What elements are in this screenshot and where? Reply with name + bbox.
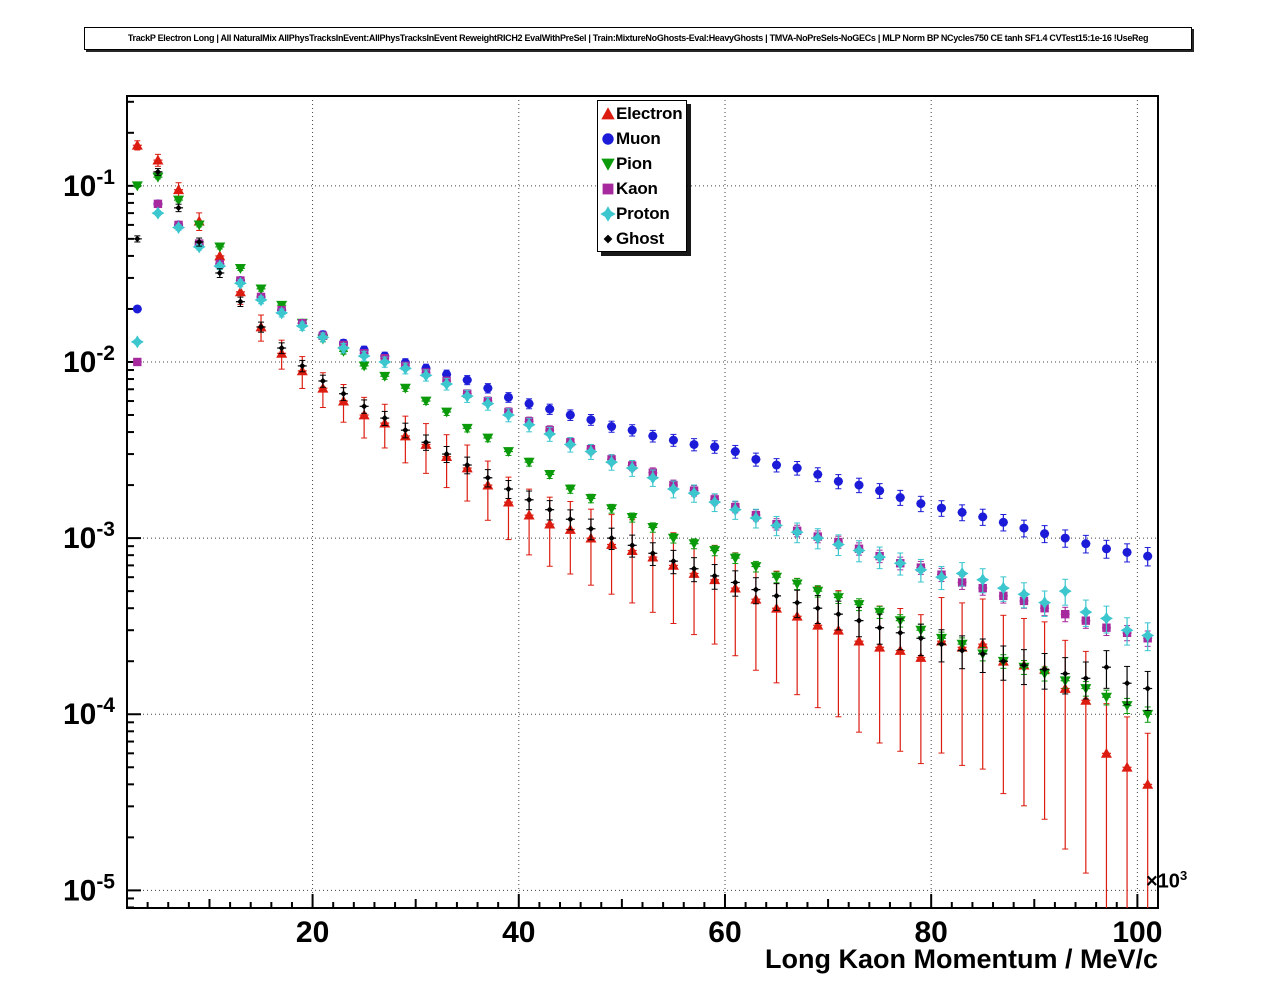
series-kaon [132, 199, 1153, 647]
x-tick-label: 80 [914, 916, 947, 949]
x-tick-label: 100 [1112, 916, 1162, 949]
x-axis-multiplier: ×103 [1146, 868, 1187, 894]
series-ghost [132, 168, 1153, 712]
series-pion [131, 172, 1154, 723]
y-tick-label: 10-5 [63, 870, 115, 907]
grid [127, 96, 1158, 908]
series-proton [130, 206, 1155, 652]
legend-label: Ghost [616, 228, 665, 248]
kaon-marker-icon [602, 183, 614, 194]
legend-item-kaon: Kaon [598, 176, 686, 201]
x-axis-title: Long Kaon Momentum / MeV/c [764, 944, 1158, 974]
pion-marker-icon [601, 158, 615, 171]
proton-marker-icon [600, 205, 616, 222]
legend: Electron Muon Pion Kaon Proton Ghost [597, 100, 687, 252]
ghost-marker-icon [603, 234, 613, 243]
plot-title: TrackP Electron Long | All NaturalMix Al… [84, 27, 1192, 50]
legend-label: Pion [616, 153, 653, 173]
legend-item-proton: Proton [598, 201, 686, 226]
y-tick-label: 10-1 [63, 166, 115, 203]
y-tick-label: 10-2 [63, 342, 115, 379]
series-electron [131, 139, 1154, 908]
x-tick-label: 20 [296, 916, 329, 949]
legend-label: Kaon [616, 178, 658, 198]
electron-marker-icon [601, 106, 615, 119]
series-muon [132, 199, 1153, 567]
legend-item-muon: Muon [598, 126, 686, 151]
x-multiplier-base: ×10 [1146, 870, 1180, 893]
legend-label: Electron [616, 103, 683, 123]
legend-item-ghost: Ghost [598, 226, 686, 251]
x-tick-label: 40 [502, 916, 535, 949]
legend-item-pion: Pion [598, 151, 686, 176]
y-tick-label: 10-4 [63, 694, 115, 731]
legend-label: Proton [616, 203, 670, 223]
legend-label: Muon [616, 128, 661, 148]
x-tick-label: 60 [708, 916, 741, 949]
y-tick-label: 10-3 [63, 518, 115, 555]
muon-marker-icon [602, 132, 614, 145]
legend-item-electron: Electron [598, 101, 686, 126]
y-axis: 10-1 10-2 10-3 10-4 10-5 [63, 100, 141, 909]
x-axis: 20 40 60 80 100 [126, 894, 1162, 949]
x-multiplier-exponent: 3 [1179, 868, 1188, 883]
